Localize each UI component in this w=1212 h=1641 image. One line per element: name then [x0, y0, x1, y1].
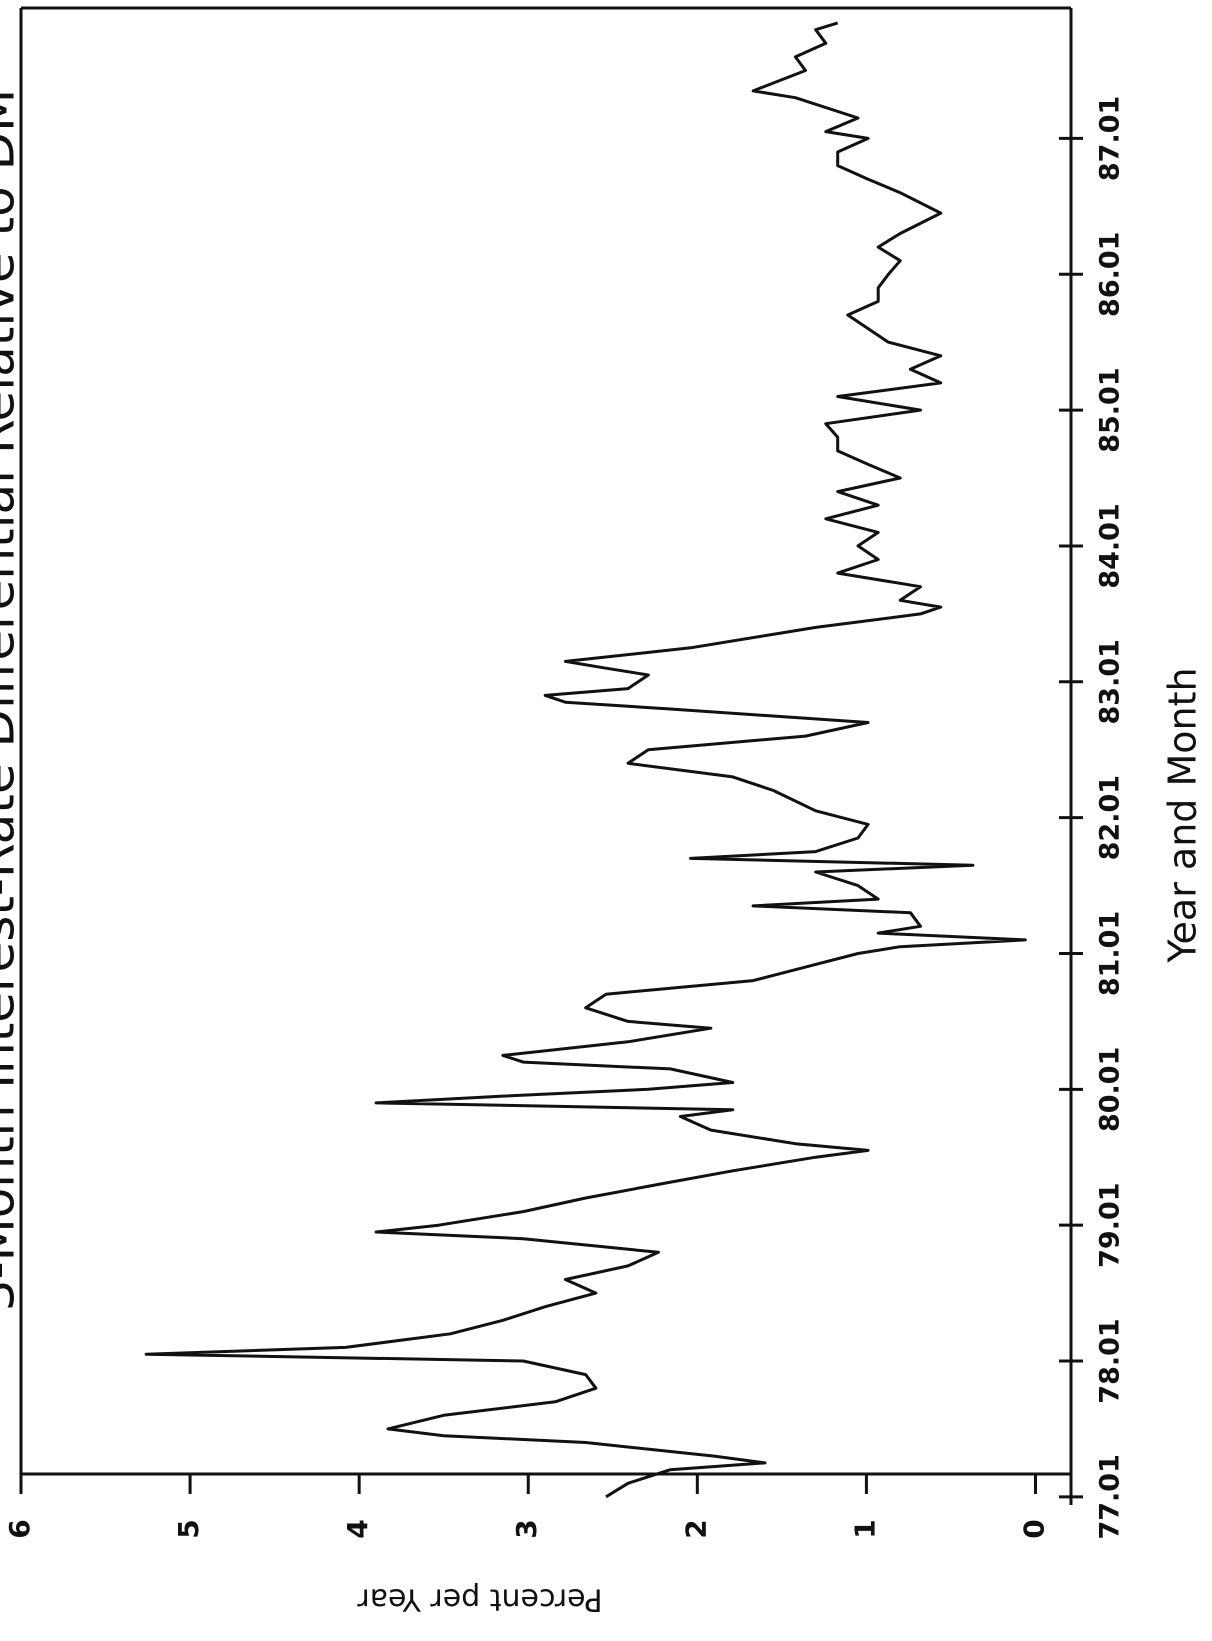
y-tick-label: 0: [1017, 1519, 1050, 1538]
y-tick-label: 3: [510, 1519, 543, 1538]
x-tick-label: 82.01: [1095, 775, 1126, 860]
y-tick-label: 5: [172, 1519, 205, 1538]
data-line: [144, 21, 1027, 1499]
x-tick-label: 87.01: [1095, 96, 1126, 181]
x-tick-label: 84.01: [1095, 503, 1126, 588]
x-tick-label: 81.01: [1095, 911, 1126, 996]
x-tick-label: 79.01: [1095, 1182, 1126, 1267]
x-tick-label: 83.01: [1095, 639, 1126, 724]
x-tick-label: 86.01: [1095, 232, 1126, 317]
x-tick-label: 80.01: [1095, 1047, 1126, 1132]
y-axis-title: Percent per Year: [357, 1582, 603, 1617]
x-tick-label: 77.01: [1095, 1454, 1126, 1539]
y-tick-label: 4: [341, 1519, 374, 1538]
y-tick-label: 1: [848, 1519, 881, 1538]
x-tick-label: 78.01: [1095, 1318, 1126, 1403]
y-tick-label: 6: [3, 1519, 36, 1538]
x-axis-title: Year and Month: [1161, 667, 1205, 963]
x-tick-label: 85.01: [1095, 367, 1126, 452]
y-tick-label: 2: [679, 1519, 712, 1538]
